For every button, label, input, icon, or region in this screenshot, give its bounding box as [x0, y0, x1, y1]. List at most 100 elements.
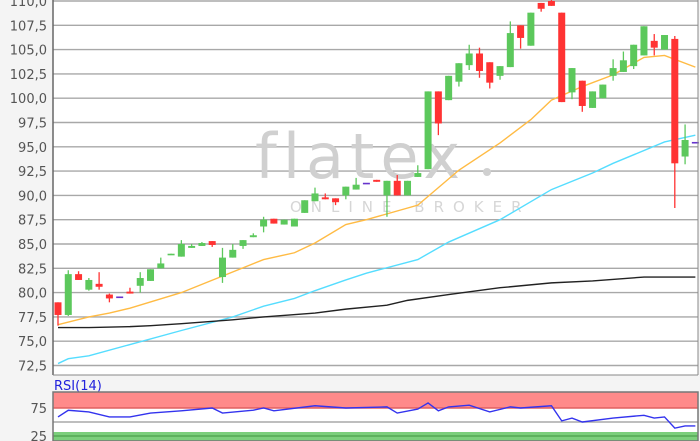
y-tick-label: 100,0: [10, 92, 47, 107]
candle-body: [393, 180, 401, 196]
candle-body: [260, 219, 268, 227]
rsi-line: [57, 402, 696, 429]
candle: [301, 200, 309, 213]
y-tick-label: 110,0: [10, 0, 47, 10]
candle-body: [671, 38, 679, 164]
candle-body: [249, 235, 257, 238]
candle: [568, 68, 576, 100]
candle-body: [547, 1, 555, 6]
price-axis-ticks: 110,0 107,5 105,0 102,5 100,0 97,5 95,0 92,5 90,…: [10, 0, 47, 375]
y-tick-label: 105,0: [10, 44, 47, 59]
candle: [393, 174, 401, 196]
candle: [558, 12, 566, 103]
candle-body: [75, 274, 83, 280]
candle: [496, 66, 504, 80]
candle: [537, 2, 545, 12]
candle: [517, 25, 525, 49]
candle: [321, 193, 329, 200]
candle: [465, 44, 473, 71]
y-tick-label: 77,5: [18, 311, 47, 326]
y-tick-label: 75,0: [18, 335, 47, 350]
candle-body: [691, 141, 699, 144]
candles: [54, 0, 699, 326]
candle: [208, 241, 216, 247]
watermark-dot: [483, 168, 491, 176]
candle-body: [126, 291, 134, 294]
y-tick-label: 90,0: [18, 189, 47, 204]
candle-body: [455, 63, 463, 82]
candle: [486, 62, 494, 89]
rsi-title: RSI(14): [54, 379, 102, 394]
candle: [239, 240, 247, 249]
candle-body: [147, 269, 155, 281]
y-tick-label: 87,5: [18, 214, 47, 229]
candle-body: [414, 173, 422, 177]
candle-body: [95, 283, 103, 287]
candle-body: [465, 53, 473, 66]
rsi-frame: [52, 391, 699, 441]
y-tick-label: 97,5: [18, 117, 47, 132]
candle: [609, 59, 617, 81]
candle-body: [116, 296, 124, 299]
candle-body: [362, 182, 370, 185]
candle: [311, 187, 319, 202]
candle: [671, 35, 679, 209]
candle: [362, 182, 370, 185]
candle-body: [681, 139, 689, 157]
candle-body: [290, 218, 298, 227]
candle: [404, 180, 412, 196]
candle-body: [342, 186, 350, 196]
candle-body: [229, 249, 237, 258]
candle: [475, 47, 483, 78]
candle-body: [54, 302, 62, 315]
candle-body: [85, 279, 93, 290]
candle: [650, 34, 658, 56]
candle: [198, 242, 206, 246]
y-tick-label: 95,0: [18, 141, 47, 156]
candle-body: [239, 240, 247, 246]
candle: [280, 219, 288, 225]
candle: [414, 165, 422, 177]
candle: [188, 244, 196, 248]
candle-body: [630, 44, 638, 67]
candle: [126, 287, 134, 294]
candle: [85, 278, 93, 291]
candle: [599, 84, 607, 99]
candle: [424, 91, 432, 170]
candle: [691, 141, 699, 144]
rsi-tick-label: 75: [30, 402, 47, 417]
candle: [619, 51, 627, 72]
candle-body: [496, 66, 504, 76]
candle-body: [373, 179, 381, 182]
candle-body: [475, 53, 483, 71]
candle-body: [619, 60, 627, 72]
y-tick-label: 72,5: [18, 360, 47, 375]
candle-body: [352, 184, 360, 190]
watermark-tagline: ONLINE BROKER: [290, 198, 531, 216]
candle: [630, 44, 638, 70]
candle-body: [321, 197, 329, 200]
candle-body: [609, 68, 617, 76]
candle: [270, 218, 278, 224]
candle-body: [198, 243, 206, 246]
candle: [640, 26, 648, 56]
candle: [157, 257, 165, 269]
candle-body: [218, 257, 226, 278]
candle-body: [177, 244, 185, 257]
y-tick-label: 92,5: [18, 165, 47, 180]
candle-body: [434, 91, 442, 124]
candle: [373, 179, 381, 182]
candle-body: [157, 263, 165, 269]
candle-body: [404, 180, 412, 196]
rsi-overbought-band: [53, 392, 698, 408]
candle: [105, 293, 113, 303]
candle: [506, 21, 514, 68]
candle: [352, 177, 360, 190]
y-tick-label: 107,5: [10, 19, 47, 34]
candle: [290, 218, 298, 227]
candle: [95, 272, 103, 290]
rsi-panel: 75 25: [30, 391, 699, 441]
candle: [260, 216, 268, 233]
candle-body: [445, 75, 453, 101]
candle-body: [640, 26, 648, 56]
